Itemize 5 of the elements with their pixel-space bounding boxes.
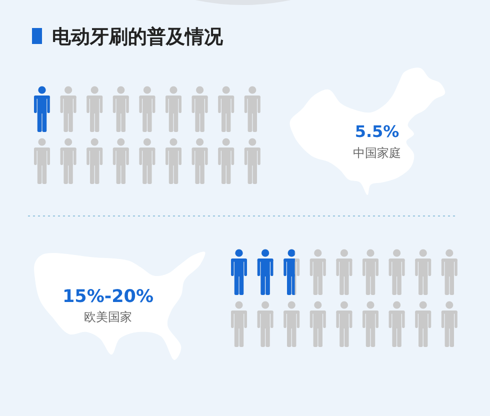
category-label: 中国家庭 <box>353 146 401 160</box>
category-label: 欧美国家 <box>84 310 132 324</box>
text: 电动牙刷的普及情况 <box>52 26 224 48</box>
data-label: 5.5% <box>354 122 400 141</box>
data-label: 15%-20% <box>62 287 154 307</box>
